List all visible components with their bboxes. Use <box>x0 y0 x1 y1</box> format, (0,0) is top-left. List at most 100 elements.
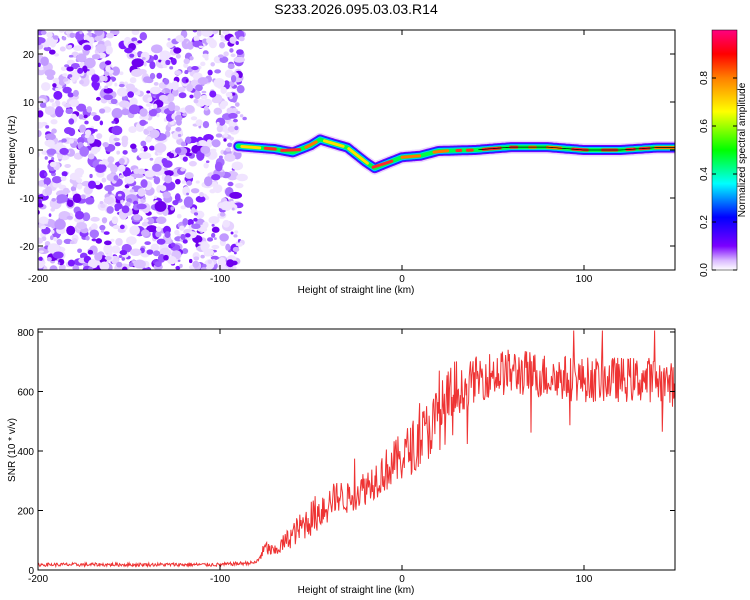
noise-blob <box>129 248 142 257</box>
noise-blob <box>147 97 153 102</box>
noise-blob <box>79 79 84 85</box>
noise-blob <box>149 157 154 161</box>
noise-blob <box>149 129 160 139</box>
noise-blob <box>45 125 50 129</box>
noise-blob <box>146 126 154 132</box>
noise-blob <box>162 191 171 199</box>
snr-x-axis-label: Height of straight line (km) <box>298 585 415 596</box>
noise-blob <box>164 170 174 177</box>
noise-blob <box>183 58 190 65</box>
noise-blob <box>49 161 57 168</box>
heatmap-y-tick-label: 10 <box>23 98 35 109</box>
noise-blob <box>180 205 187 210</box>
noise-blob <box>69 32 75 39</box>
signal-centerline <box>478 146 675 151</box>
colorbar-tick-label: 0.2 <box>699 215 710 229</box>
noise-blob <box>150 243 160 252</box>
noise-blob <box>117 164 126 173</box>
noise-blob <box>225 243 231 251</box>
noise-blob <box>126 198 133 203</box>
noise-blob <box>70 63 81 70</box>
noise-blob <box>171 88 179 97</box>
noise-blob <box>144 241 151 246</box>
noise-blob <box>88 266 94 270</box>
noise-blob <box>148 145 155 151</box>
noise-blob <box>228 112 238 119</box>
noise-blob <box>85 197 95 205</box>
noise-blob <box>230 231 234 235</box>
noise-blob <box>41 82 51 91</box>
noise-blob <box>84 57 96 69</box>
noise-blob <box>131 68 143 77</box>
noise-blob <box>59 46 66 52</box>
noise-blob <box>116 261 123 268</box>
noise-blob <box>76 53 87 63</box>
noise-blob <box>193 212 199 216</box>
noise-blob <box>146 249 154 255</box>
noise-blob <box>234 183 244 189</box>
noise-blob <box>108 134 118 146</box>
noise-blob <box>139 108 148 117</box>
noise-blob <box>62 73 68 77</box>
noise-blob <box>209 90 217 98</box>
signal-peak-segment <box>322 139 345 148</box>
noise-blob <box>40 225 47 230</box>
heatmap-x-tick-label: -100 <box>210 274 230 285</box>
noise-blob <box>145 136 152 143</box>
noise-blob <box>227 181 234 187</box>
colorbar-gradient <box>711 29 738 271</box>
noise-blob <box>91 146 101 153</box>
noise-blob <box>104 255 112 261</box>
noise-blob <box>103 244 113 254</box>
noise-blob <box>164 231 171 239</box>
noise-blob <box>43 184 48 188</box>
noise-blob <box>70 185 77 192</box>
noise-blob <box>62 187 70 194</box>
noise-blob <box>39 250 44 253</box>
noise-blob <box>184 233 191 238</box>
noise-blob <box>215 133 223 138</box>
noise-blob <box>140 147 144 152</box>
noise-blob <box>168 152 175 159</box>
heatmap-x-axis-label: Height of straight line (km) <box>298 285 415 296</box>
noise-blob <box>211 223 215 227</box>
noise-blob <box>52 251 64 259</box>
noise-blob <box>236 84 245 94</box>
noise-blob <box>46 257 52 262</box>
noise-blob <box>67 44 73 49</box>
noise-blob <box>198 45 204 49</box>
noise-blob <box>186 180 193 186</box>
heatmap-x-tick-label: -200 <box>28 274 48 285</box>
noise-blob <box>96 171 105 178</box>
noise-blob <box>237 211 242 214</box>
noise-blob <box>234 230 239 234</box>
noise-blob <box>61 138 67 143</box>
noise-blob <box>118 83 125 88</box>
noise-blob <box>44 241 51 247</box>
noise-blob <box>39 169 48 179</box>
snr-series-line <box>38 330 675 569</box>
noise-blob <box>229 95 233 99</box>
noise-blob <box>118 158 125 165</box>
noise-blob <box>144 170 156 178</box>
noise-blob <box>33 227 38 230</box>
heatmap-y-tick-label: -20 <box>20 242 35 253</box>
noise-blob <box>63 103 72 108</box>
heatmap-y-axis-label: Frequency (Hz) <box>7 116 18 185</box>
noise-blob <box>216 80 223 89</box>
noise-blob <box>140 179 148 188</box>
noise-blob <box>44 156 48 160</box>
noise-blob <box>183 196 194 208</box>
noise-blob <box>220 34 224 38</box>
noise-blob <box>176 111 181 116</box>
noise-blob <box>66 215 73 220</box>
noise-blob <box>173 47 182 54</box>
noise-blob <box>233 56 246 63</box>
noise-blob <box>124 47 133 54</box>
noise-blob <box>137 40 143 44</box>
noise-blob <box>196 142 200 146</box>
noise-blob <box>106 32 114 39</box>
noise-blob <box>188 258 193 264</box>
noise-blob <box>238 36 245 42</box>
